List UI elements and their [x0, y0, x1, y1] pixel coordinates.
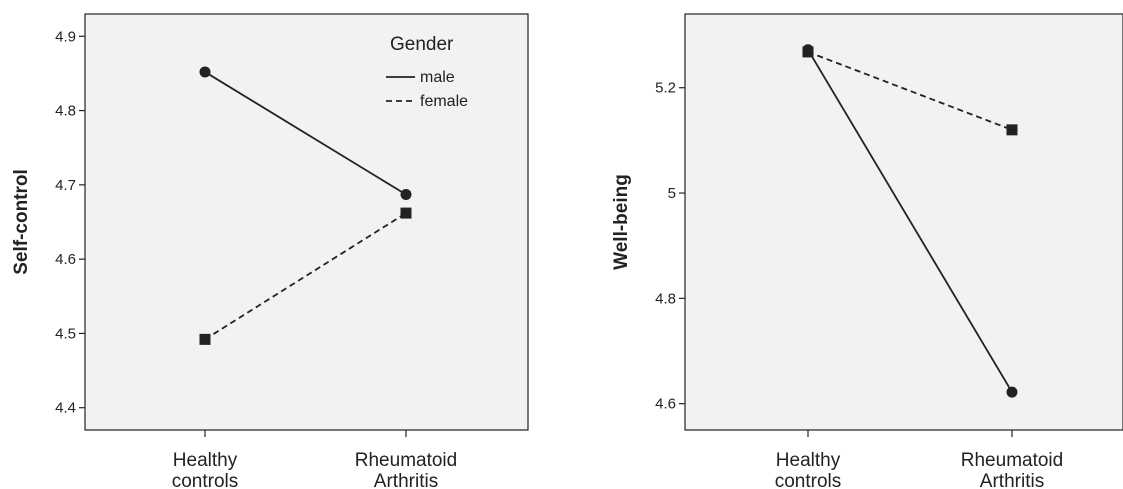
chart-panel-2: 4.6 4.8 5 5.2 Healthy controls Rheumatoid Arthr…	[611, 13, 1123, 489]
y-axis-label: Self-control	[11, 169, 32, 275]
point-female	[1006, 124, 1018, 136]
y-tick-label: 4.5	[55, 325, 76, 342]
legend-title: Gender	[390, 34, 454, 55]
y-tick-label: 4.6	[655, 396, 676, 413]
plot-area	[684, 13, 1123, 431]
y-tick-label: 4.8	[655, 290, 676, 307]
point-male	[1006, 386, 1018, 398]
y-tick-label: 5.2	[655, 80, 676, 97]
point-female	[199, 333, 211, 345]
point-female	[400, 207, 412, 219]
plot-area	[84, 13, 529, 431]
series-line-male	[204, 71, 407, 196]
y-tick-label: 4.9	[55, 28, 76, 45]
y-tick-label: 4.8	[55, 103, 76, 120]
chart-panel-1: 4.4 4.5 4.6 4.7 4.8 4.9 Healthy controls Rheumat…	[11, 13, 529, 489]
legend-label-male: male	[420, 69, 455, 86]
x-category-label: Healthy controls	[775, 450, 842, 489]
x-category-label: Healthy controls	[172, 450, 239, 489]
legend: Gender male female	[386, 34, 468, 110]
series-line-female	[807, 51, 1013, 131]
y-tick-label: 4.7	[55, 177, 76, 194]
point-male	[400, 189, 412, 201]
point-male	[802, 44, 814, 56]
y-tick-label: 4.6	[55, 251, 76, 268]
legend-label-female: female	[420, 93, 468, 110]
x-category-label: Rheumatoid Arthritis	[961, 450, 1063, 489]
series-line-male	[807, 49, 1013, 393]
y-tick-label: 5	[668, 185, 676, 202]
y-axis-label: Well-being	[611, 174, 632, 270]
y-tick-label: 4.4	[55, 400, 76, 417]
x-category-label: Rheumatoid Arthritis	[355, 450, 457, 489]
point-male	[199, 66, 211, 78]
